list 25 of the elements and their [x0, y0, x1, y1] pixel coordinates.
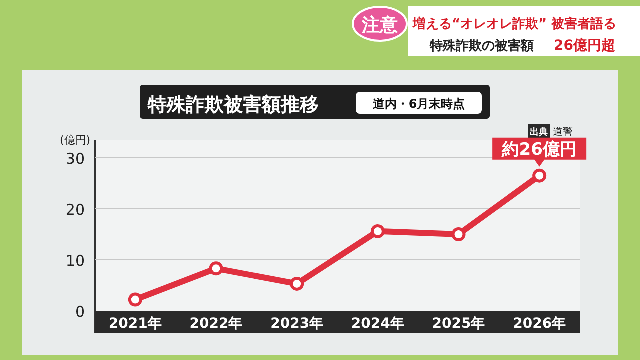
x-tick-label: 2023年 — [270, 316, 324, 332]
text: 増える“オレオレ詐欺” 被害者語る — [412, 16, 617, 32]
chart-subtitle: 道内・6月末時点 — [372, 97, 466, 111]
x-tick-label: 2022年 — [190, 316, 243, 332]
point — [532, 168, 547, 183]
x-tick-label: 2025年 — [432, 316, 486, 332]
text: 26億円超 — [554, 37, 616, 54]
text: 注意 — [361, 15, 399, 36]
y-tick-label: 0 — [75, 303, 85, 321]
point — [370, 224, 385, 238]
annotation: 約26億円 — [501, 140, 577, 160]
chart-title: 特殊詐欺被害額推移 — [147, 94, 319, 116]
y-tick-label: 20 — [66, 201, 85, 219]
source-note: 出典 道警 — [530, 126, 573, 138]
point — [452, 228, 466, 242]
x-tick-label: 2024年 — [351, 316, 404, 332]
point — [290, 276, 304, 291]
point — [209, 262, 224, 276]
y-tick-label: 10 — [66, 252, 85, 270]
x-tick-label: 2026年 — [513, 316, 566, 332]
x-tick-label: 2021年 — [108, 316, 162, 332]
text: 特殊詐欺の被害額 — [429, 38, 534, 54]
y-tick-label: 30 — [66, 150, 85, 168]
y-axis-title: (億円) — [60, 134, 91, 147]
point — [128, 292, 142, 307]
